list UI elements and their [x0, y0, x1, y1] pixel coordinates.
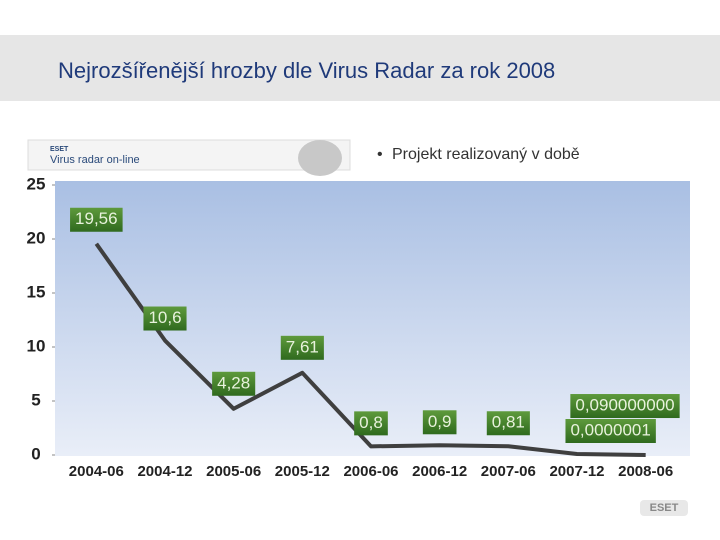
x-tick-label: 2004-12 — [137, 463, 192, 480]
data-label: 0,81 — [492, 413, 525, 432]
y-tick-label: 10 — [27, 336, 46, 355]
y-tick-label: 0 — [31, 444, 40, 463]
banner-photo — [298, 140, 342, 176]
title-bar — [0, 35, 720, 101]
data-label: 0,9 — [428, 412, 452, 431]
data-label: 19,56 — [75, 209, 118, 228]
x-tick-label: 2005-06 — [206, 463, 261, 480]
banner-brand: ESET — [50, 146, 69, 153]
x-tick-label: 2007-06 — [481, 463, 536, 480]
y-tick-label: 25 — [27, 174, 46, 193]
x-tick-label: 2008-06 — [618, 463, 673, 480]
x-tick-label: 2006-12 — [412, 463, 467, 480]
y-tick-label: 15 — [27, 282, 46, 301]
bullet-text: Projekt realizovaný v době — [392, 146, 580, 163]
data-label-box — [565, 419, 656, 443]
x-tick-label: 2006-06 — [343, 463, 398, 480]
data-label-box — [280, 335, 324, 360]
data-label-box — [486, 411, 530, 436]
banner-title: Virus radar on-line — [50, 154, 140, 166]
data-label-box — [570, 394, 680, 419]
slide-title: Nejrozšířenější hrozby dle Virus Radar z… — [58, 58, 555, 83]
data-label: 0,0000001 — [570, 420, 650, 439]
y-tick-label: 5 — [31, 390, 40, 409]
bullet-mark: • — [377, 146, 383, 163]
data-label: 0,090000000 — [575, 396, 674, 415]
data-label: 7,61 — [286, 337, 319, 356]
data-label: 10,6 — [148, 308, 181, 327]
data-label: 0,8 — [359, 413, 383, 432]
data-label-box — [422, 410, 457, 435]
y-tick-label: 20 — [27, 228, 46, 247]
data-label-box — [354, 411, 388, 436]
logo-box — [640, 500, 688, 516]
x-tick-label: 2004-06 — [69, 463, 124, 480]
logo: ESET — [650, 502, 679, 514]
data-label-box — [143, 306, 187, 331]
x-tick-label: 2007-12 — [549, 463, 604, 480]
banner — [27, 139, 351, 171]
x-tick-label: 2005-12 — [275, 463, 330, 480]
data-label-box — [212, 371, 256, 396]
line — [94, 242, 646, 457]
data-label: 4,28 — [217, 373, 250, 392]
data-label-box — [70, 207, 123, 232]
